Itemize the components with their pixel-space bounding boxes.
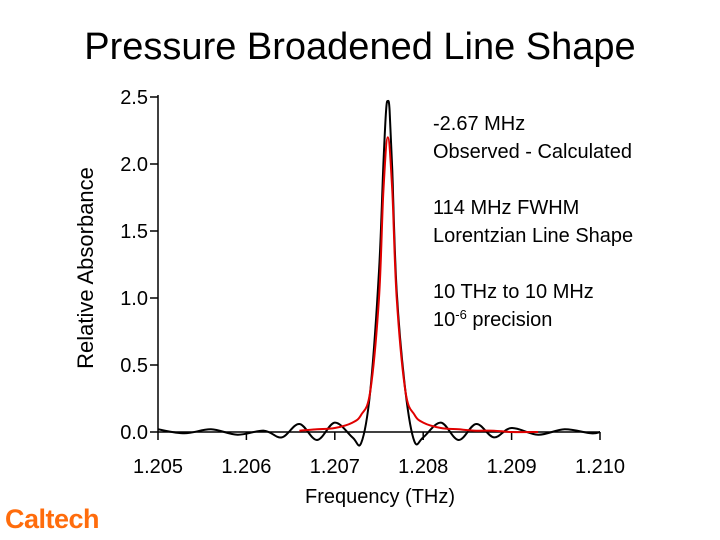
x-tick-label: 1.209 (487, 456, 537, 478)
y-axis-label: Relative Absorbance (73, 167, 98, 369)
x-axis-label: Frequency (THz) (305, 486, 455, 508)
y-tick-label: 1.5 (120, 221, 148, 243)
annotation-offset-desc: Observed - Calculated (433, 141, 632, 163)
precision-exponent: -6 (455, 307, 467, 322)
slide-title: Pressure Broadened Line Shape (84, 26, 636, 68)
annotation-block: -2.67 MHz Observed - Calculated 114 MHz … (433, 110, 703, 334)
x-tick-label: 1.206 (221, 456, 271, 478)
y-tick-label: 2.0 (120, 154, 148, 176)
annotation-fwhm: 114 MHz FWHM (433, 197, 580, 219)
annotation-offset: -2.67 MHz (433, 113, 526, 135)
y-tick-label: 1.0 (120, 288, 148, 310)
x-tick-label: 1.207 (310, 456, 360, 478)
y-tick-label: 0.0 (120, 422, 148, 444)
calculated-series-line (299, 136, 539, 434)
annotation-lineshape: Lorentzian Line Shape (433, 225, 634, 247)
precision-base: 10 (433, 309, 456, 331)
x-tick-label: 1.210 (575, 456, 625, 478)
observed-series-line (157, 99, 601, 447)
y-tick-label: 2.5 (120, 87, 148, 109)
x-tick-label: 1.208 (398, 456, 448, 478)
x-tick-label: 1.205 (133, 456, 183, 478)
y-tick-label: 0.5 (120, 355, 148, 377)
annotation-precision: 10-6 precision (433, 306, 703, 334)
annotation-range: 10 THz to 10 MHz (433, 281, 594, 303)
caltech-logo: Caltech (5, 504, 100, 534)
precision-text: precision (466, 309, 553, 331)
